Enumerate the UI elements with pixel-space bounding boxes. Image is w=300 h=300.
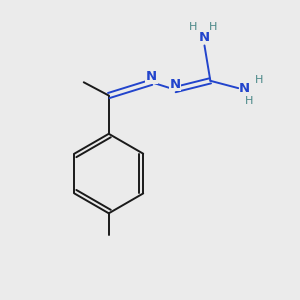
Text: N: N <box>169 78 181 91</box>
Text: H: H <box>244 95 253 106</box>
Text: N: N <box>239 82 250 95</box>
Text: H: H <box>255 75 264 85</box>
Text: H: H <box>189 22 197 32</box>
Text: N: N <box>146 70 157 83</box>
Text: N: N <box>199 31 210 44</box>
Text: H: H <box>209 22 218 32</box>
